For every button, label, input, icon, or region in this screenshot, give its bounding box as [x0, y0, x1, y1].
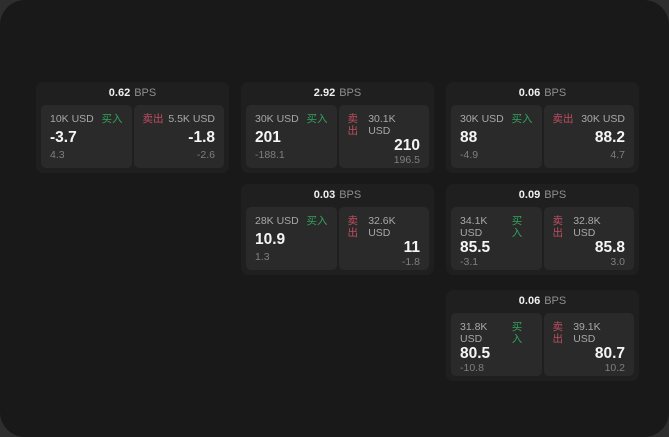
bps-unit-label: BPS	[134, 87, 157, 99]
sell-price: 80.7	[594, 345, 625, 362]
bps-header: 0.06 BPS	[451, 290, 634, 313]
sell-change: -2.6	[196, 149, 215, 161]
quote-card: 0.62 BPS 10K USD 买入 -3.7 4.3 卖出 5.5K USD…	[36, 82, 229, 173]
buy-panel[interactable]: 10K USD 买入 -3.7 4.3	[41, 105, 132, 168]
buy-sell-panels: 28K USD 买入 10.9 1.3 卖出 32.6K USD 11 -1.8	[246, 207, 429, 270]
sell-price: -1.8	[188, 128, 215, 146]
bps-header: 0.06 BPS	[451, 82, 634, 105]
bps-value: 2.92	[313, 87, 336, 99]
sell-change: 3.0	[610, 256, 625, 268]
bps-value: 0.06	[518, 295, 541, 307]
sell-side-label: 卖出	[552, 113, 574, 125]
buy-sell-panels: 10K USD 买入 -3.7 4.3 卖出 5.5K USD -1.8 -2.…	[41, 105, 224, 168]
buy-price: 85.5	[460, 239, 491, 256]
sell-price: 210	[394, 137, 420, 154]
bps-header: 0.03 BPS	[246, 184, 429, 207]
bps-value: 0.09	[518, 189, 541, 201]
buy-change: 4.3	[50, 149, 65, 161]
sell-size: 5.5K USD	[168, 113, 215, 125]
buy-size: 30K USD	[460, 113, 504, 125]
buy-side-label: 买入	[511, 321, 523, 345]
bps-header: 2.92 BPS	[246, 82, 429, 105]
buy-panel[interactable]: 34.1K USD 买入 85.5 -3.1	[451, 207, 542, 270]
sell-size: 30K USD	[581, 113, 625, 125]
quote-card: 0.06 BPS 30K USD 买入 88 -4.9 卖出 30K USD 8…	[446, 82, 639, 173]
sell-size: 32.8K USD	[573, 215, 601, 239]
buy-panel[interactable]: 30K USD 买入 88 -4.9	[451, 105, 542, 168]
bps-unit-label: BPS	[544, 87, 567, 99]
sell-panel[interactable]: 卖出 39.1K USD 80.7 10.2	[543, 313, 634, 376]
buy-sell-panels: 30K USD 买入 88 -4.9 卖出 30K USD 88.2 4.7	[451, 105, 634, 168]
sell-side-label: 卖出	[347, 113, 359, 137]
sell-size: 39.1K USD	[573, 321, 601, 345]
buy-side-label: 买入	[511, 215, 523, 239]
bps-header: 0.62 BPS	[41, 82, 224, 105]
buy-side-label: 买入	[306, 215, 328, 227]
buy-change: -10.8	[460, 362, 484, 374]
buy-panel[interactable]: 28K USD 买入 10.9 1.3	[246, 207, 337, 270]
quote-card: 0.03 BPS 28K USD 买入 10.9 1.3 卖出 32.6K US…	[241, 184, 434, 275]
buy-size: 10K USD	[50, 113, 94, 125]
buy-change: 1.3	[255, 251, 270, 263]
sell-panel[interactable]: 卖出 5.5K USD -1.8 -2.6	[133, 105, 224, 168]
buy-price: 10.9	[255, 230, 286, 248]
sell-side-label: 卖出	[552, 321, 564, 345]
buy-side-label: 买入	[101, 113, 123, 125]
buy-price: 201	[255, 128, 281, 146]
sell-size: 30.1K USD	[368, 113, 396, 137]
buy-panel[interactable]: 31.8K USD 买入 80.5 -10.8	[451, 313, 542, 376]
sell-panel[interactable]: 卖出 32.6K USD 11 -1.8	[338, 207, 429, 270]
bps-value: 0.03	[313, 189, 336, 201]
sell-side-label: 卖出	[142, 113, 164, 125]
buy-side-label: 买入	[306, 113, 328, 125]
quote-card: 0.06 BPS 31.8K USD 买入 80.5 -10.8 卖出 39.1…	[446, 290, 639, 381]
sell-change: 196.5	[393, 154, 420, 166]
buy-change: -188.1	[255, 149, 285, 161]
bps-unit-label: BPS	[339, 87, 362, 99]
buy-price: 88	[460, 128, 478, 146]
bps-value: 0.06	[518, 87, 541, 99]
sell-size: 32.6K USD	[368, 215, 396, 239]
buy-panel[interactable]: 30K USD 买入 201 -188.1	[246, 105, 337, 168]
bps-header: 0.09 BPS	[451, 184, 634, 207]
sell-change: 10.2	[604, 362, 625, 374]
sell-panel[interactable]: 卖出 32.8K USD 85.8 3.0	[543, 207, 634, 270]
sell-side-label: 卖出	[552, 215, 564, 239]
buy-change: -4.9	[460, 149, 479, 161]
sell-panel[interactable]: 卖出 30.1K USD 210 196.5	[338, 105, 429, 168]
buy-size: 30K USD	[255, 113, 299, 125]
sell-price: 88.2	[594, 128, 625, 146]
buy-size: 31.8K USD	[460, 321, 488, 345]
buy-size: 34.1K USD	[460, 215, 488, 239]
buy-sell-panels: 31.8K USD 买入 80.5 -10.8 卖出 39.1K USD 80.…	[451, 313, 634, 376]
sell-change: 4.7	[610, 149, 625, 161]
quote-card: 2.92 BPS 30K USD 买入 201 -188.1 卖出 30.1K …	[241, 82, 434, 173]
bps-unit-label: BPS	[544, 189, 567, 201]
buy-size: 28K USD	[255, 215, 299, 227]
sell-price: 11	[403, 239, 420, 256]
quote-card: 0.09 BPS 34.1K USD 买入 85.5 -3.1 卖出 32.8K…	[446, 184, 639, 275]
buy-sell-panels: 34.1K USD 买入 85.5 -3.1 卖出 32.8K USD 85.8…	[451, 207, 634, 270]
sell-price: 85.8	[594, 239, 625, 256]
sell-panel[interactable]: 卖出 30K USD 88.2 4.7	[543, 105, 634, 168]
buy-price: -3.7	[50, 128, 77, 146]
buy-price: 80.5	[460, 345, 491, 362]
bps-unit-label: BPS	[339, 189, 362, 201]
buy-change: -3.1	[460, 256, 479, 268]
bps-value: 0.62	[108, 87, 131, 99]
buy-side-label: 买入	[511, 113, 533, 125]
sell-change: -1.8	[401, 256, 420, 268]
bps-unit-label: BPS	[544, 295, 567, 307]
buy-sell-panels: 30K USD 买入 201 -188.1 卖出 30.1K USD 210 1…	[246, 105, 429, 168]
sell-side-label: 卖出	[347, 215, 359, 239]
